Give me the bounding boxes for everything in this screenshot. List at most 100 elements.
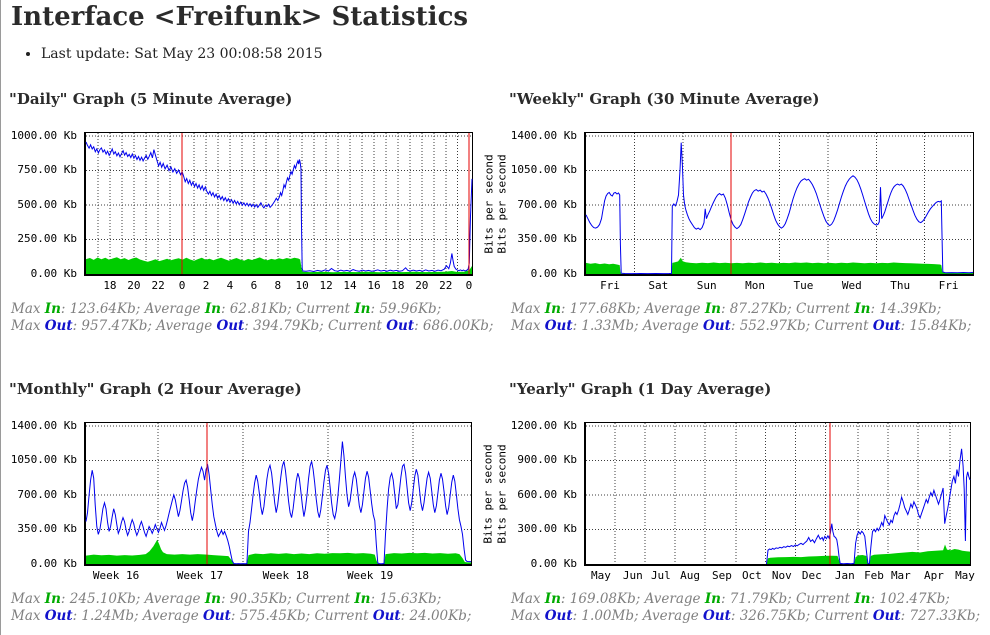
stats-text: : 957.47Kb; Average: [72, 318, 217, 334]
monthly-xtick-label: Week 17: [176, 569, 224, 582]
daily-xtick-label: 20: [127, 279, 141, 292]
stats-out-word: Out: [703, 318, 731, 334]
stats-in-word: In: [544, 591, 561, 607]
daily-ytick-label: 750.00 Kb: [17, 163, 77, 177]
weekly-series-in: [586, 257, 973, 274]
last-update: Last update: Sat May 23 00:08:58 2015: [41, 46, 323, 62]
stats-text: : 394.79Kb; Current: [244, 318, 387, 334]
daily-xtick-label: 22: [439, 279, 453, 292]
stats-text: : 686.00Kb;: [414, 318, 494, 334]
daily-xtick-label: 18: [103, 279, 117, 292]
stats-text: : 90.35Kb; Current: [220, 591, 355, 607]
monthly-xtick-label: Week 19: [346, 569, 394, 582]
yearly-xtick-label: Jan: [834, 569, 855, 582]
monthly-xtick-label: Week 18: [262, 569, 309, 582]
daily-series-out: [85, 141, 473, 273]
yearly-series-out: [766, 448, 971, 565]
monthly-ytick-label: 1050.00 Kb: [10, 453, 77, 467]
yearly-stats-in-line: Max In: 169.08Kb; Average In: 71.79Kb; C…: [511, 591, 980, 608]
stats-text: Max: [11, 608, 45, 624]
stats-text: : 102.47Kb;: [870, 591, 950, 607]
monthly-graph-title: "Monthly" Graph (2 Hour Average): [9, 380, 302, 398]
weekly-xtick-label: Thu: [890, 279, 911, 292]
stats-out-word: Out: [44, 318, 73, 334]
yearly-xtick-label: Nov: [771, 569, 792, 582]
yearly-graph-title: "Yearly" Graph (1 Day Average): [509, 380, 772, 398]
weekly-xtick-label: Fri: [938, 279, 959, 292]
stats-in-word: In: [854, 591, 871, 607]
stats-in-word: In: [704, 301, 721, 317]
daily-stats-out-line: Max Out: 957.47Kb; Average Out: 394.79Kb…: [11, 318, 493, 335]
stats-text: : 552.97Kb; Current: [730, 318, 873, 334]
daily-xtick-label: 10: [295, 279, 309, 292]
weekly-series-out: [585, 142, 974, 275]
monthly-series-out: [85, 441, 471, 565]
stats-text: : 123.64Kb; Average: [60, 301, 205, 317]
stats-text: Max: [11, 318, 45, 334]
stats-out-word: Out: [544, 318, 573, 334]
stats-text: : 15.84Kb;: [900, 318, 972, 334]
weekly-xtick-label: Mon: [745, 279, 766, 292]
page-title: Interface <Freifunk> Statistics: [11, 2, 469, 32]
stats-in-word: In: [44, 301, 61, 317]
stats-text: : 169.08Kb; Average: [560, 591, 705, 607]
weekly-ytick-label: 1050.00 Kb: [510, 163, 577, 177]
stats-in-word: In: [704, 591, 721, 607]
yearly-ytick-label: 300.00 Kb: [517, 522, 577, 536]
weekly-stats-out-line: Max Out: 1.33Mb; Average Out: 552.97Kb; …: [511, 318, 971, 335]
stats-out-word: Out: [216, 318, 245, 334]
monthly-graph-stats: Max In: 245.10Kb; Average In: 90.35Kb; C…: [11, 591, 471, 625]
yearly-ytick-label: 0.00 Kb: [530, 557, 577, 570]
monthly-yaxis-unit-label: Bits per second: [481, 443, 495, 544]
daily-xtick-label: 22: [151, 279, 165, 292]
daily-plot-area: [85, 133, 473, 274]
yearly-yaxis-unit-label: Bits per second: [495, 443, 509, 544]
monthly-stats-in-line: Max In: 245.10Kb; Average In: 90.35Kb; C…: [11, 591, 471, 608]
yearly-xtick-label: Mar: [890, 569, 911, 582]
weekly-yaxis-unit-label: Bits per second: [495, 153, 509, 254]
stats-in-word: In: [354, 301, 371, 317]
stats-in-word: In: [44, 591, 61, 607]
stats-text: : 177.68Kb; Average: [560, 301, 705, 317]
stats-in-word: In: [204, 591, 221, 607]
weekly-xtick-label: Fri: [600, 279, 620, 292]
weekly-xtick-label: Wed: [841, 279, 862, 292]
weekly-ytick-label: 0.00 Kb: [530, 267, 577, 280]
stats-text: : 15.63Kb;: [370, 591, 442, 607]
yearly-xtick-label: Aug: [680, 569, 700, 582]
daily-stats-in-line: Max In: 123.64Kb; Average In: 62.81Kb; C…: [11, 301, 493, 318]
stats-text: : 62.81Kb; Current: [220, 301, 355, 317]
yearly-series-in: [766, 544, 970, 564]
weekly-graph: 1400.00 Kb 1050.00 Kb 700.00 Kb 350.00 Kb 0.…: [496, 129, 974, 292]
stats-text: : 14.39Kb;: [870, 301, 942, 317]
stats-text: : 1.33Mb; Average: [572, 318, 704, 334]
stats-text: Max: [511, 591, 545, 607]
stats-text: Max: [511, 301, 545, 317]
stats-in-word: In: [854, 301, 871, 317]
weekly-xtick-label: Sun: [696, 279, 717, 292]
stats-out-word: Out: [872, 318, 901, 334]
weekly-graph-title: "Weekly" Graph (30 Minute Average): [509, 90, 820, 108]
daily-xtick-label: 12: [319, 279, 333, 292]
monthly-series-in: [86, 539, 471, 564]
weekly-plot-area: [585, 133, 974, 275]
weekly-ytick-label: 350.00 Kb: [517, 232, 577, 246]
yearly-xtick-label: Apr: [923, 569, 944, 582]
daily-ytick-label: 1000.00 Kb: [10, 128, 77, 142]
daily-xtick-label: 20: [415, 279, 429, 292]
daily-xtick-label: 8: [274, 279, 282, 292]
weekly-ytick-label: 700.00 Kb: [517, 197, 577, 211]
stats-text: : 727.33Kb;: [900, 608, 981, 624]
stats-in-word: In: [204, 301, 221, 317]
stats-text: Max: [511, 608, 545, 624]
daily-ytick-label: 250.00 Kb: [17, 232, 77, 246]
monthly-ytick-label: 1400.00 Kb: [10, 418, 77, 432]
stats-out-word: Out: [703, 608, 731, 624]
yearly-plot-area: [586, 423, 971, 565]
yearly-xtick-label: Oct: [741, 569, 762, 582]
yearly-xtick-label: May: [591, 569, 611, 582]
yearly-xtick-label: Jul: [650, 569, 671, 582]
stats-text: : 575.45Kb; Current: [230, 608, 373, 624]
monthly-stats-out-line: Max Out: 1.24Mb; Average Out: 575.45Kb; …: [11, 608, 471, 625]
